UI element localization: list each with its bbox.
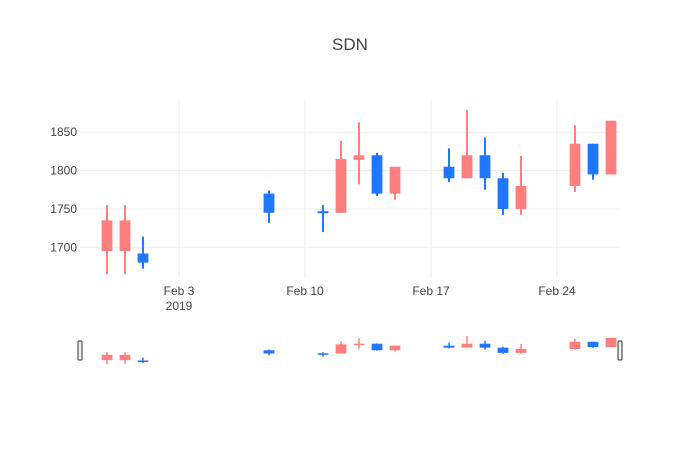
candle-body xyxy=(317,211,329,214)
slider-candle xyxy=(101,352,113,364)
range-slider-left-handle[interactable] xyxy=(77,340,83,361)
grid xyxy=(80,100,620,278)
candle-increasing[interactable] xyxy=(443,148,455,183)
candle-decreasing[interactable] xyxy=(335,140,347,213)
candle-body xyxy=(461,155,473,179)
slider-candle-body xyxy=(515,348,527,353)
slider-candle-body xyxy=(263,350,275,354)
candle-body xyxy=(353,155,365,160)
slider-candle xyxy=(317,352,329,357)
chart-title: SDN xyxy=(332,35,368,54)
slider-candle-body xyxy=(353,343,365,346)
candle-increasing[interactable] xyxy=(497,172,509,216)
slider-candle-body xyxy=(137,360,149,363)
slider-candle xyxy=(461,336,473,348)
y-tick-label: 1800 xyxy=(50,164,77,178)
candle-body xyxy=(389,166,401,194)
x-tick-year-label: 2019 xyxy=(166,299,193,313)
candle-increasing[interactable] xyxy=(371,152,383,196)
candle-body xyxy=(515,185,527,209)
slider-candle-body xyxy=(461,343,473,348)
slider-candle-body xyxy=(119,354,131,361)
y-axis: 1700 1750 1800 1850 xyxy=(50,125,77,254)
slider-candle-body xyxy=(569,341,581,349)
slider-candle xyxy=(605,337,617,347)
slider-candle xyxy=(335,341,347,354)
slider-candle xyxy=(443,342,455,349)
slider-candle-body xyxy=(101,354,113,361)
slider-candle xyxy=(479,340,491,350)
candle-body xyxy=(119,220,131,252)
x-tick-label: Feb 17 xyxy=(412,284,450,298)
candle-increasing[interactable] xyxy=(479,137,491,190)
x-tick-label: Feb 3 xyxy=(164,284,195,298)
slider-candle xyxy=(353,338,365,349)
candle-body xyxy=(371,155,383,194)
candle-body xyxy=(605,120,617,175)
range-slider[interactable] xyxy=(77,336,623,364)
candle-body xyxy=(569,143,581,186)
y-tick-label: 1850 xyxy=(50,125,77,139)
candle-decreasing[interactable] xyxy=(515,156,527,216)
slider-candle-body xyxy=(335,344,347,354)
candle-decreasing[interactable] xyxy=(101,205,113,275)
candle-decreasing[interactable] xyxy=(605,120,617,175)
slider-candle xyxy=(371,343,383,351)
slider-candle-body xyxy=(497,347,509,353)
slider-candle-body xyxy=(605,337,617,347)
candle-body xyxy=(101,220,113,252)
y-tick-label: 1750 xyxy=(50,202,77,216)
candles[interactable] xyxy=(101,109,617,275)
slider-candle-body xyxy=(371,343,383,351)
candle-body xyxy=(263,193,275,213)
slider-candle xyxy=(587,341,599,348)
x-tick-label: Feb 24 xyxy=(538,284,576,298)
candle-decreasing[interactable] xyxy=(461,109,473,179)
slider-candle xyxy=(515,343,527,354)
candle-body xyxy=(479,155,491,179)
slider-candle xyxy=(137,357,149,364)
y-tick-label: 1700 xyxy=(50,240,77,254)
candle-body xyxy=(443,166,455,179)
candle-increasing[interactable] xyxy=(587,143,599,180)
candle-decreasing[interactable] xyxy=(353,122,365,185)
candle-decreasing[interactable] xyxy=(119,205,131,275)
candle-decreasing[interactable] xyxy=(569,125,581,193)
slider-candle-body xyxy=(317,353,329,355)
candle-increasing[interactable] xyxy=(317,205,329,232)
candle-body xyxy=(587,143,599,175)
candle-increasing[interactable] xyxy=(263,190,275,223)
slider-candle xyxy=(497,346,509,354)
slider-candle-body xyxy=(479,343,491,348)
candle-decreasing[interactable] xyxy=(389,166,401,200)
slider-candle xyxy=(389,345,401,352)
candle-body xyxy=(137,253,149,263)
slider-candle xyxy=(119,352,131,364)
slider-candle-body xyxy=(587,341,599,347)
slider-candle-body xyxy=(443,345,455,348)
slider-candle-body xyxy=(389,345,401,351)
range-slider-right-handle[interactable] xyxy=(617,340,623,361)
candle-increasing[interactable] xyxy=(137,236,149,269)
slider-candle xyxy=(569,338,581,350)
candle-body xyxy=(497,178,509,209)
slider-candle xyxy=(263,349,275,356)
x-tick-label: Feb 10 xyxy=(286,284,324,298)
candle-body xyxy=(335,159,347,213)
